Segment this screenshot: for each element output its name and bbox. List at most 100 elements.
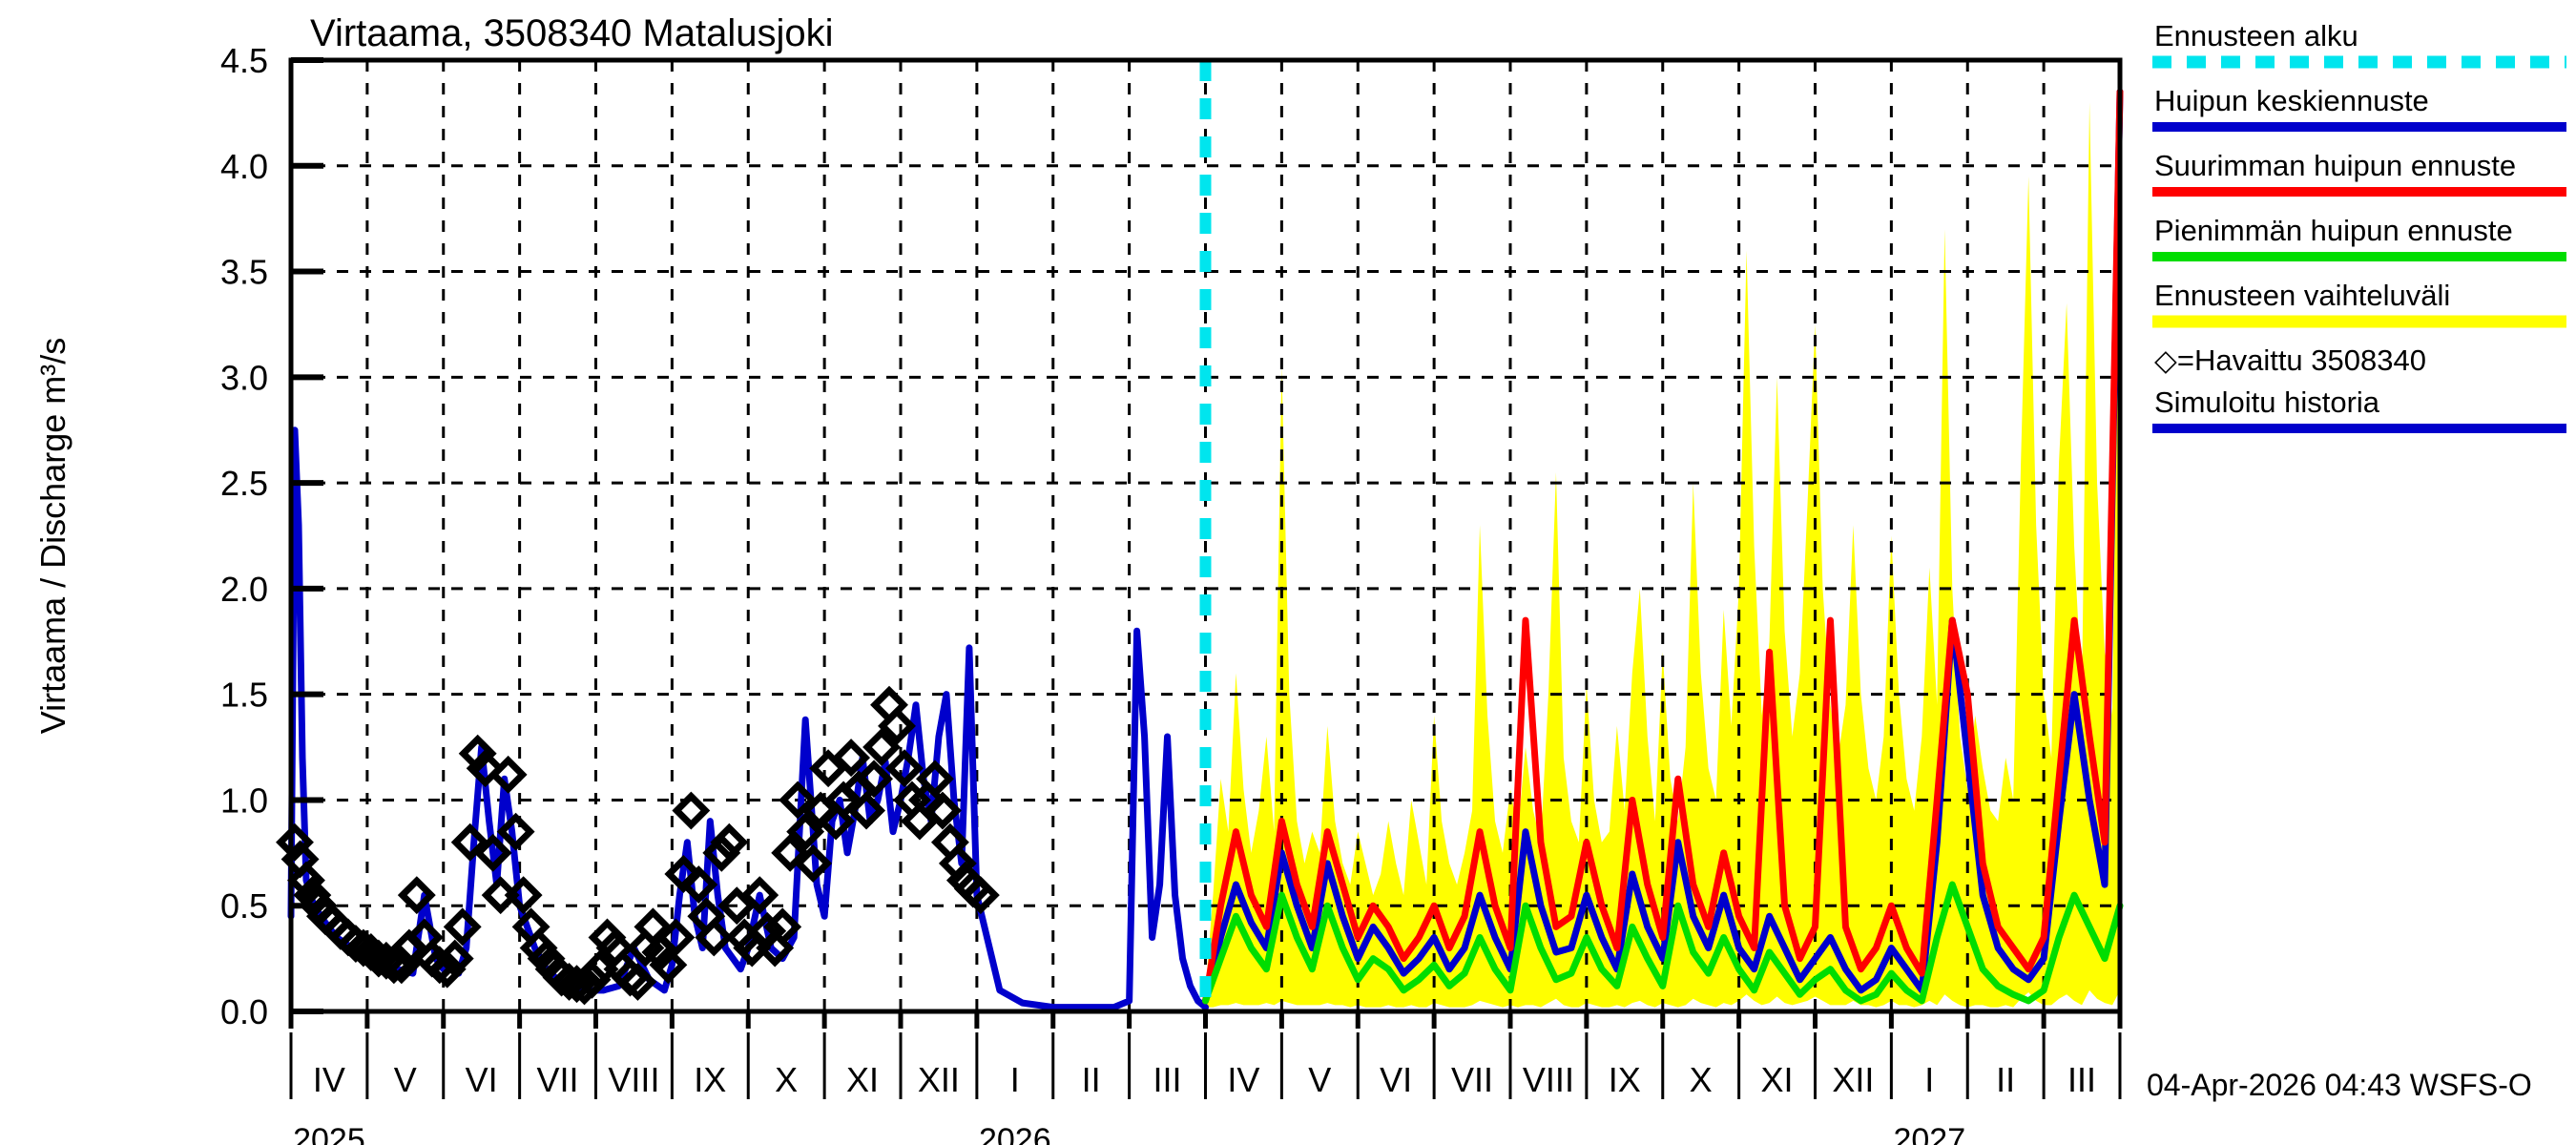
- x-axis-month-label: XII: [918, 1060, 960, 1099]
- y-axis-tick-label: 3.0: [220, 358, 268, 397]
- observed-diamond-marker: [287, 861, 325, 900]
- x-axis-year-label: 2025: [293, 1122, 365, 1145]
- series-lines: [287, 88, 2124, 1011]
- observed-diamond-marker: [504, 876, 543, 915]
- observed-diamond-marker: [847, 791, 886, 830]
- series-line: [1202, 88, 2124, 1005]
- observed-diamond-marker: [450, 822, 489, 862]
- x-axis-month-label: V: [1308, 1060, 1331, 1099]
- legend: Ennusteen alku Huipun keskiennuste Suurimm…: [2152, 19, 2566, 433]
- legend-label: Ennusteen alku: [2154, 19, 2358, 52]
- observed-diamond-marker: [427, 949, 467, 989]
- x-axis-month-label: X: [1690, 1060, 1713, 1099]
- x-axis-month-label: V: [394, 1060, 417, 1099]
- observed-diamond-marker: [923, 791, 962, 830]
- x-axis-month-label: VI: [466, 1060, 498, 1099]
- observed-diamond-marker: [572, 960, 612, 999]
- series-line: [1202, 88, 2124, 1005]
- observed-diamond-marker: [276, 822, 314, 862]
- x-axis-month-label: II: [1996, 1060, 2015, 1099]
- x-axis-month-label: VII: [1451, 1060, 1493, 1099]
- observed-diamond-marker: [855, 760, 893, 799]
- x-axis-month-label: IX: [1609, 1060, 1641, 1099]
- x-axis-month-label: VII: [537, 1060, 579, 1099]
- observed-diamond-marker: [832, 739, 871, 778]
- observed-diamond-marker: [473, 833, 512, 872]
- observed-diamond-marker: [779, 781, 818, 820]
- observed-diamond-marker: [458, 734, 497, 773]
- grid-lines: [291, 60, 2120, 1011]
- y-axis-tick-label: 0.0: [220, 992, 268, 1031]
- x-axis-month-label: IV: [1227, 1060, 1259, 1099]
- x-axis-month-label: III: [2067, 1060, 2096, 1099]
- observed-diamond-marker: [649, 946, 688, 985]
- x-axis-month-label: I: [1924, 1060, 1934, 1099]
- observed-diamond-marker: [397, 876, 436, 915]
- axes: [288, 57, 2123, 1099]
- legend-item-observed-series: ◇=Havaittu 3508340: [2154, 344, 2426, 377]
- y-axis-tick-label: 4.5: [220, 41, 268, 80]
- x-axis-month-label: III: [1153, 1060, 1182, 1099]
- observed-diamond-marker: [702, 833, 741, 872]
- observed-diamond-marker: [809, 749, 848, 788]
- observed-diamond-marker: [771, 833, 810, 872]
- observed-diamond-marker: [885, 749, 924, 788]
- observed-diamond-marker: [443, 907, 482, 947]
- legend-label: Suurimman huipun ennuste: [2154, 149, 2516, 182]
- observed-diamond-marker: [717, 886, 757, 926]
- legend-item-simulated-history: Simuloitu historia: [2152, 385, 2566, 433]
- y-axis-tick-label: 2.5: [220, 464, 268, 503]
- observed-diamond-marker: [786, 812, 825, 851]
- y-axis-title: Virtaama / Discharge m³/s: [33, 338, 73, 734]
- y-axis-tick-label: 1.0: [220, 781, 268, 820]
- y-axis-tick-label: 3.5: [220, 253, 268, 292]
- x-axis-month-label: II: [1082, 1060, 1101, 1099]
- observed-diamond-marker: [740, 876, 779, 915]
- axis-labels: 0.00.51.01.52.02.53.03.54.04.5IV V VI VII VI…: [33, 41, 2096, 1145]
- x-axis-month-label: VIII: [1523, 1060, 1574, 1099]
- y-axis-tick-label: 1.5: [220, 676, 268, 715]
- legend-item-peak-mean-forecast: Huipun keskiennuste: [2152, 84, 2566, 132]
- legend-label: Ennusteen vaihteluväli: [2154, 279, 2450, 312]
- legend-item-forecast-range: Ennusteen vaihteluväli: [2152, 279, 2566, 328]
- x-axis-month-label: VI: [1380, 1060, 1412, 1099]
- x-axis-month-label: VIII: [608, 1060, 659, 1099]
- x-axis-month-label: XII: [1832, 1060, 1874, 1099]
- observed-diamond-marker: [679, 865, 718, 905]
- observed-diamond-marker: [435, 939, 474, 978]
- legend-label: Pienimmän huipun ennuste: [2154, 214, 2513, 247]
- observed-diamond-marker: [961, 876, 1000, 915]
- y-axis-tick-label: 0.5: [220, 886, 268, 926]
- observed-diamond-marker: [672, 791, 711, 830]
- legend-item-forecast-start: Ennusteen alku: [2152, 19, 2566, 69]
- observed-diamond-marker: [488, 755, 528, 794]
- legend-label: Simuloitu historia: [2154, 385, 2380, 419]
- observed-diamond-marker: [618, 963, 657, 1001]
- legend-label: Huipun keskiennuste: [2154, 84, 2429, 117]
- x-axis-year-label: 2027: [1893, 1122, 1965, 1145]
- legend-item-peak-min-forecast: Pienimmän huipun ennuste: [2152, 214, 2566, 261]
- x-axis-month-label: XI: [1761, 1060, 1794, 1099]
- observed-diamond-marker: [557, 965, 596, 1004]
- footer-timestamp: 04-Apr-2026 04:43 WSFS-O: [2147, 1068, 2532, 1102]
- y-axis-tick-label: 2.0: [220, 570, 268, 609]
- observed-diamond-marker: [878, 706, 916, 745]
- observed-diamond-marker: [915, 760, 954, 799]
- title-group: Virtaama, 3508340 Matalusjoki 04-Apr-2026…: [310, 12, 2532, 1102]
- series-line: [287, 427, 1209, 1011]
- observed-diamond-marker: [466, 749, 505, 788]
- legend-label: ◇=Havaittu 3508340: [2154, 344, 2426, 377]
- chart-title: Virtaama, 3508340 Matalusjoki: [310, 12, 833, 54]
- observed-diamond-marker: [794, 843, 833, 883]
- series-line: [1202, 881, 2124, 1005]
- x-axis-month-label: IX: [694, 1060, 726, 1099]
- x-axis-month-label: IV: [313, 1060, 345, 1099]
- x-axis-month-label: I: [1010, 1060, 1020, 1099]
- y-axis-tick-label: 4.0: [220, 147, 268, 186]
- x-axis-year-label: 2026: [979, 1122, 1051, 1145]
- observed-diamond-marker: [710, 822, 749, 862]
- observed-diamond-marker: [862, 728, 901, 767]
- observed-diamond-marker: [496, 812, 535, 851]
- x-axis-month-label: XI: [846, 1060, 879, 1099]
